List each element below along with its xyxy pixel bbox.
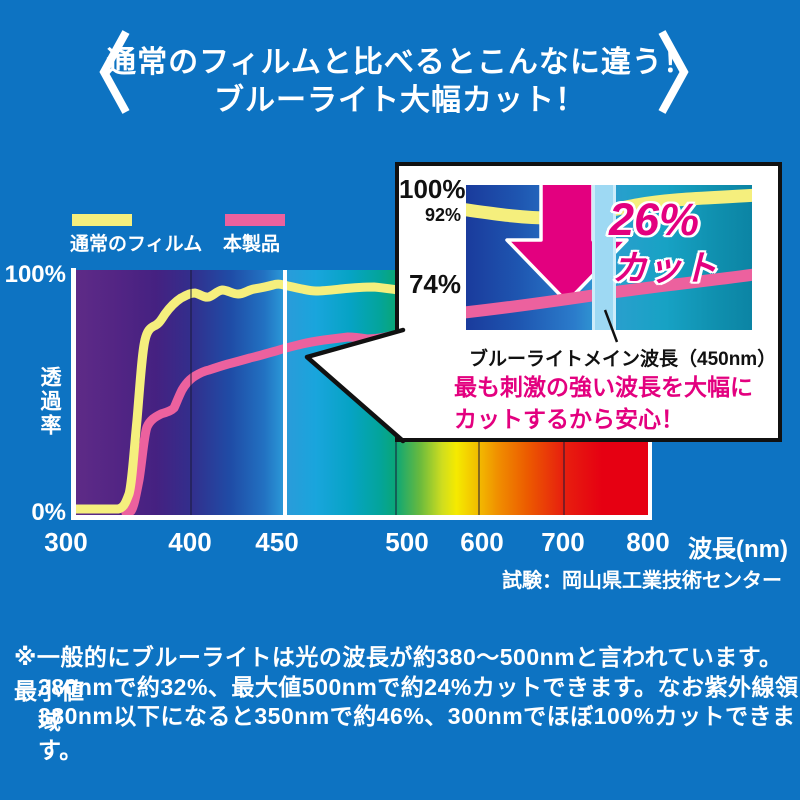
- callout-100pct-label: 100%: [399, 174, 466, 204]
- headline-line2: ブルーライト大幅カット！: [214, 84, 586, 117]
- callout-note-line1: 最も刺激の強い波長を大幅に: [454, 374, 753, 400]
- x-tick-800: 800: [626, 527, 670, 557]
- blue-light-band: [592, 185, 616, 330]
- x-tick-600: 600: [460, 527, 504, 557]
- legend-swatch-product: [225, 214, 285, 226]
- gridline-400nm: [190, 270, 192, 515]
- callout-note-line2: カットするから安心！: [454, 406, 684, 432]
- marker-line-450nm: [283, 270, 287, 515]
- test-credit: 試験：岡山県工業技術センター: [502, 570, 782, 592]
- callout-92pct-label: 92%: [424, 205, 461, 225]
- callout-box: 100% 92% 74% 26% カット ブルーライトメイン波長（450nm） …: [395, 162, 782, 442]
- headline-line1: 通常のフィルムと比べるとこんなに違う！: [106, 46, 694, 79]
- callout-tail: [304, 327, 406, 444]
- cut-percentage: 26%: [609, 194, 700, 245]
- normal-film-curve: [76, 279, 403, 514]
- pointer-line: [603, 309, 619, 343]
- product-curve: [121, 331, 395, 515]
- x-tick-400: 400: [168, 527, 212, 557]
- y-axis-title: 透過率: [38, 366, 61, 438]
- right-angle-bracket-icon: [658, 30, 689, 114]
- y-axis-min-label: 0%: [31, 499, 66, 526]
- left-angle-bracket-icon: [99, 30, 130, 114]
- plot-left-border: [71, 268, 76, 520]
- transmission-curves: [76, 279, 403, 515]
- plot-bottom-border: [71, 515, 652, 520]
- x-tick-450: 450: [255, 527, 299, 557]
- x-tick-300: 300: [44, 527, 88, 557]
- callout-74pct-label: 74%: [408, 269, 461, 299]
- footnote-line3: 380nm以下になると350nmで約46%、300nmでほぼ100%カットできま…: [38, 703, 796, 763]
- legend-label-normal-film: 通常のフィルム: [70, 234, 203, 255]
- cut-word: カット: [612, 249, 718, 288]
- wavelength-label: ブルーライトメイン波長（450nm）: [469, 349, 777, 370]
- x-tick-700: 700: [541, 527, 585, 557]
- legend-label-product: 本製品: [223, 234, 281, 255]
- y-axis-max-label: 100%: [4, 261, 66, 288]
- legend-swatch-normal-film: [72, 214, 132, 226]
- footnote-line1: ※一般的にブルーライトは光の波長が約380〜500nmと言われています。最小値: [14, 644, 783, 704]
- footnote-line2: 380nmで約32%、最大値500nmで約24%カットできます。なお紫外線領域: [38, 674, 799, 734]
- x-axis-unit: 波長(nm): [688, 536, 788, 563]
- x-tick-500: 500: [385, 527, 429, 557]
- callout-mini-chart: [466, 185, 752, 330]
